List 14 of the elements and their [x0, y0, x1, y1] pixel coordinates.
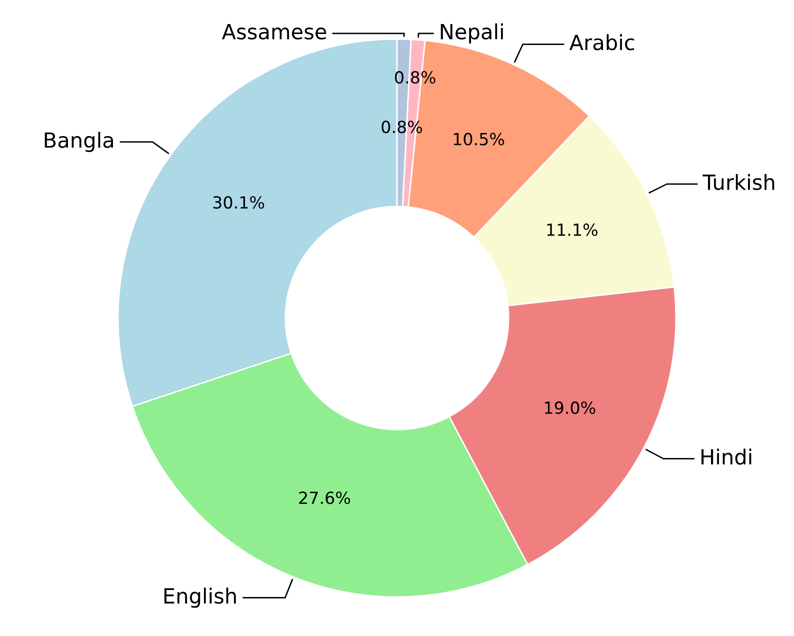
data-label: 27.6%	[299, 492, 350, 504]
data-label: 0.8%	[395, 71, 436, 84]
data-label: 11.1%	[547, 223, 598, 236]
slice-label: Arabic	[569, 34, 634, 50]
data-label: 10.5%	[454, 132, 504, 146]
data-label: 19.0%	[545, 401, 596, 414]
slice-label: Turkish	[702, 174, 774, 190]
slice-label: Hindi	[702, 448, 752, 465]
slice-label: Assamese	[222, 24, 326, 40]
data-label: 0.8%	[382, 120, 422, 134]
data-label: 30.1%	[213, 196, 264, 209]
slice-label: Bangla	[44, 132, 113, 152]
slice-label: English	[164, 588, 236, 608]
slice-label: Nepali	[440, 23, 503, 44]
